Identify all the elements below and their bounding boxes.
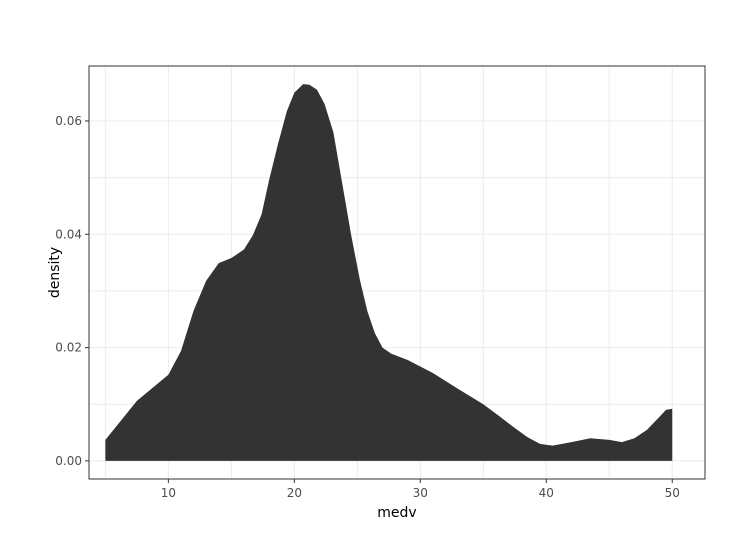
y-tick-label: 0.00	[55, 454, 82, 468]
area-layer	[105, 84, 673, 461]
x-tick-label: 10	[161, 486, 176, 500]
x-axis-title: medv	[377, 505, 416, 521]
x-tick-label: 30	[413, 486, 428, 500]
y-axis-title: density	[47, 247, 63, 298]
x-tick-label: 20	[287, 486, 302, 500]
x-tick-label: 50	[665, 486, 680, 500]
panel-border	[88, 65, 706, 480]
tick-layer: 10 20 30 40 50 0.00 0.02 0.04 0.06	[55, 114, 680, 500]
y-tick-label: 0.06	[55, 114, 82, 128]
y-tick-label: 0.02	[55, 341, 82, 355]
y-tick-label: 0.04	[55, 227, 82, 241]
density-area	[105, 84, 673, 461]
x-tick-label: 40	[539, 486, 554, 500]
